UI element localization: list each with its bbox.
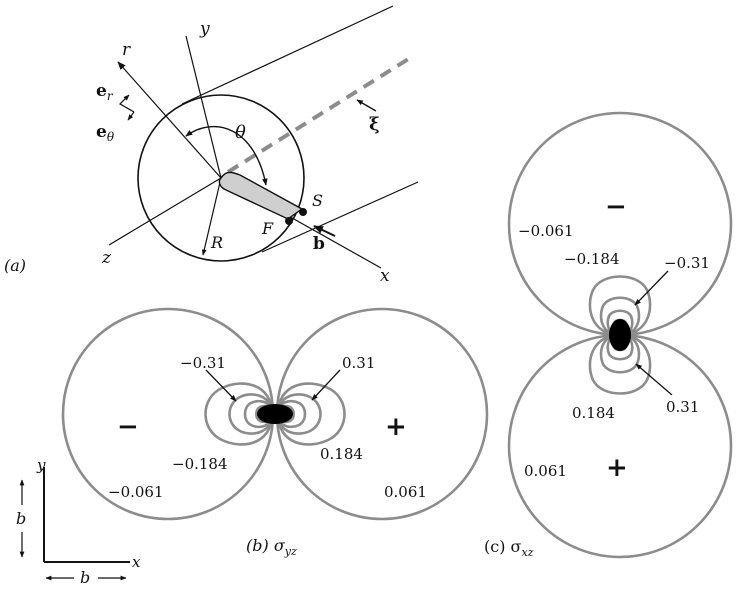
contour-bottom-031 [599, 333, 641, 374]
dislocation-core-c [609, 319, 631, 351]
dislocation-core-b [257, 404, 293, 424]
panel-b-contour-plot: − + −0.31 0.31 −0.184 0.184 −0.061 0.061… [61, 307, 489, 558]
unit-etheta-label: eθ [96, 122, 115, 144]
axis-z-label: z [101, 248, 112, 268]
etheta-arrow [127, 111, 135, 121]
point-f-label: F [261, 219, 274, 238]
burgers-label: b [313, 234, 325, 254]
label-b-m0184: −0.184 [172, 455, 228, 473]
point-s-label: S [312, 191, 323, 210]
cylinder-edge-bottom [261, 181, 419, 253]
z-axis-line [108, 177, 222, 246]
contour-left-inner-1 [243, 399, 274, 429]
scale-b-horizontal-label: b [80, 568, 90, 587]
panel-a-label: (a) [4, 256, 26, 275]
xi-label: ξ [369, 114, 380, 135]
label-c-m0061: −0.061 [518, 222, 574, 240]
arrow-b-m031 [205, 369, 237, 402]
contour-bottom-0184 [588, 333, 652, 395]
contour-bottom-0061 [507, 333, 733, 559]
cylinder-edge-top [181, 5, 394, 105]
theta-label: θ [235, 122, 246, 143]
label-c-p031: 0.31 [666, 398, 699, 416]
sign-c-positive: + [606, 453, 628, 483]
cylinder-circle [137, 94, 305, 262]
point-f-dot [285, 217, 293, 225]
caption-b: (b) σyz [246, 536, 297, 558]
contour-right-031 [276, 393, 322, 435]
er-arrow [119, 94, 135, 113]
contour-right-inner-1 [276, 399, 307, 429]
arrow-b-p031 [311, 369, 341, 401]
label-b-m031: −0.31 [180, 354, 226, 372]
label-b-m0061: −0.061 [108, 483, 164, 501]
label-b-p0061: 0.061 [384, 483, 427, 501]
cut-surface [218, 171, 304, 220]
contour-bottom-inner-1 [606, 333, 634, 361]
label-b-p0184: 0.184 [320, 445, 363, 463]
radius-label: R [210, 233, 223, 252]
scale-b-vertical-label: b [16, 509, 26, 528]
radius-line [201, 177, 222, 256]
contour-right-0184 [276, 382, 346, 446]
y-axis-line [185, 35, 222, 179]
theta-arc [185, 126, 268, 186]
contour-top-031 [599, 296, 641, 337]
burgers-arrow [313, 225, 336, 237]
contour-top-inner-1 [606, 309, 634, 337]
contour-left-031 [228, 393, 274, 435]
label-b-p031: 0.31 [342, 354, 375, 372]
arrow-c-m031 [634, 270, 669, 306]
arrow-c-p031 [635, 363, 673, 396]
contour-top-0184 [588, 275, 652, 337]
r-axis-line [117, 61, 222, 179]
caption-c: (c) σxz [484, 537, 534, 559]
contour-left-0061 [61, 307, 275, 521]
scale-axis-y-label: y [36, 456, 46, 474]
unit-er-label: er [96, 81, 114, 103]
sign-c-negative: − [605, 192, 627, 222]
axis-y-label: y [199, 19, 210, 39]
label-c-p0061: 0.061 [524, 462, 567, 480]
contour-left-0184 [204, 382, 274, 446]
axis-r-label: r [122, 40, 131, 60]
label-c-p0184: 0.184 [572, 404, 615, 422]
xi-arrow [356, 99, 377, 112]
scale-axis-x-label: x [132, 553, 141, 571]
panel-a-cylinder-diagram: y r x z er eθ θ R S F b ξ (a) [4, 5, 419, 286]
label-c-m031: −0.31 [664, 254, 710, 272]
scale-bar: y x b b [16, 456, 141, 587]
contour-right-0061 [275, 307, 489, 521]
dislocation-line [226, 56, 412, 174]
sign-b-positive: + [385, 412, 407, 442]
axis-x-label: x [380, 266, 390, 286]
point-s-dot [299, 208, 307, 216]
panel-c-contour-plot: − + −0.061 −0.184 −0.31 0.31 0.184 0.061… [484, 111, 733, 559]
sign-b-negative: − [117, 412, 139, 442]
label-c-m0184: −0.184 [564, 250, 620, 268]
